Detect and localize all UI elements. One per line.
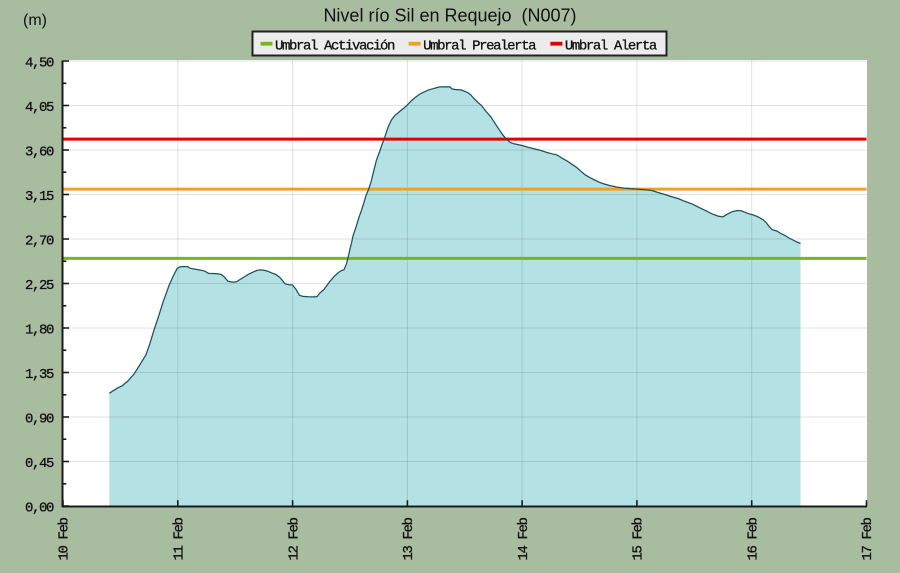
svg-text:13 Feb: 13 Feb bbox=[401, 518, 417, 561]
svg-text:Nivel río Sil en Requejo (N00: Nivel río Sil en Requejo (N007) bbox=[323, 6, 576, 26]
svg-text:Umbral Prealerta: Umbral Prealerta bbox=[423, 38, 536, 54]
svg-text:1,80: 1,80 bbox=[25, 323, 54, 339]
svg-text:1,35: 1,35 bbox=[25, 367, 54, 383]
svg-text:3,60: 3,60 bbox=[25, 145, 54, 161]
svg-text:0,90: 0,90 bbox=[25, 412, 54, 428]
svg-text:12 Feb: 12 Feb bbox=[286, 518, 302, 561]
svg-text:0,45: 0,45 bbox=[25, 456, 54, 472]
svg-text:2,70: 2,70 bbox=[25, 234, 54, 250]
svg-text:10 Feb: 10 Feb bbox=[57, 518, 73, 561]
svg-text:17 Feb: 17 Feb bbox=[860, 518, 876, 561]
svg-text:15 Feb: 15 Feb bbox=[631, 518, 647, 561]
svg-text:Umbral Alerta: Umbral Alerta bbox=[565, 38, 657, 54]
svg-text:4,05: 4,05 bbox=[25, 100, 54, 116]
svg-text:16 Feb: 16 Feb bbox=[745, 518, 761, 561]
svg-text:(m): (m) bbox=[23, 12, 47, 29]
svg-text:4,50: 4,50 bbox=[25, 56, 54, 72]
svg-text:11 Feb: 11 Feb bbox=[172, 518, 188, 561]
svg-text:14 Feb: 14 Feb bbox=[516, 518, 532, 561]
svg-text:Umbral Activación: Umbral Activación bbox=[275, 38, 395, 54]
svg-text:0,00: 0,00 bbox=[25, 501, 54, 517]
svg-text:2,25: 2,25 bbox=[25, 278, 54, 294]
svg-text:3,15: 3,15 bbox=[25, 189, 54, 205]
